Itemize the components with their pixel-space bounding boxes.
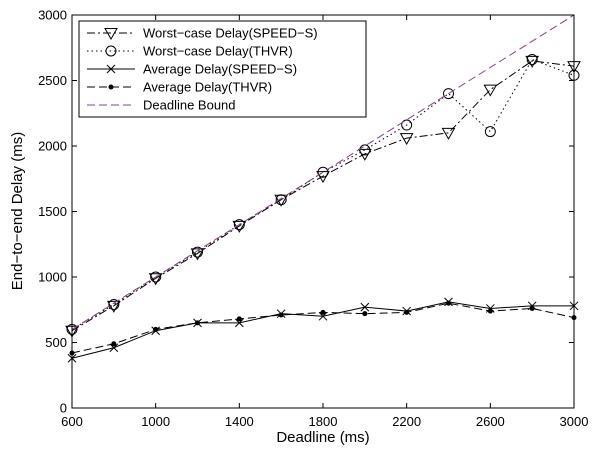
series-4	[71, 14, 575, 330]
data-point	[360, 302, 370, 312]
data-point	[236, 316, 242, 322]
data-point	[529, 305, 535, 311]
legend-item: Average Delay(SPEED−S)	[87, 62, 297, 77]
axis-ticks: 600 1000 1400 1800 2200 2600 3000 0 500 1000 1500 2…	[38, 8, 588, 430]
legend-swatch-marker	[106, 64, 116, 74]
legend-label: Worst−case Delay(SPEED−S)	[143, 26, 318, 41]
x-tick-label: 3000	[560, 414, 589, 429]
series-0	[65, 55, 581, 338]
x-axis-title: Deadline (ms)	[276, 429, 369, 446]
plot-area	[65, 14, 581, 363]
data-point	[108, 299, 120, 311]
data-point	[275, 194, 287, 206]
data-point	[316, 171, 330, 184]
data-point	[234, 318, 244, 328]
legend-swatch-marker	[105, 45, 117, 57]
data-point	[190, 248, 205, 261]
legend: Worst−case Delay(SPEED−S) Worst−case Dela…	[78, 20, 367, 118]
legend-label: Average Delay(SPEED−S)	[143, 62, 297, 77]
x-tick-label: 2200	[392, 414, 421, 429]
y-tick-label: 1500	[38, 204, 67, 219]
data-point	[192, 246, 203, 258]
data-point	[318, 311, 328, 321]
data-point	[111, 341, 117, 347]
data-point	[153, 326, 159, 332]
series-line	[71, 14, 575, 330]
y-tick-label: 0	[60, 401, 67, 416]
data-point	[278, 312, 284, 318]
legend-item: Worst−case Delay(THVR)	[87, 44, 293, 59]
series-line	[71, 60, 575, 332]
legend-item: Average Delay(THVR)	[87, 80, 272, 95]
data-point	[359, 144, 371, 156]
legend-label: Deadline Bound	[143, 98, 236, 113]
data-point	[441, 127, 456, 140]
data-point	[404, 309, 410, 315]
data-point	[233, 219, 245, 231]
y-axis-title: End−to−end Delay (ms)	[9, 132, 26, 290]
data-point	[483, 84, 498, 97]
plot-frame	[71, 14, 575, 409]
series-3	[69, 300, 577, 356]
data-point	[446, 300, 451, 306]
legend-item: Worst−case Delay(SPEED−S)	[87, 26, 318, 41]
data-point	[487, 308, 493, 314]
legend-label: Worst−case Delay(THVR)	[143, 44, 293, 59]
x-tick-label: 1800	[309, 414, 338, 429]
data-point	[320, 309, 326, 315]
legend-swatch-marker	[104, 28, 118, 41]
y-tick-label: 1000	[38, 270, 67, 285]
legend-label: Average Delay(THVR)	[143, 80, 272, 95]
data-point	[357, 148, 372, 161]
x-tick-label: 600	[61, 414, 83, 429]
y-tick-label: 3000	[38, 8, 67, 23]
data-point	[317, 166, 329, 178]
y-tick-label: 500	[45, 335, 67, 350]
legend-swatch-marker	[108, 84, 114, 90]
data-point	[484, 126, 496, 138]
data-point	[399, 133, 414, 146]
data-point	[362, 311, 368, 317]
data-point	[525, 55, 540, 68]
y-tick-label: 2000	[38, 139, 67, 154]
data-point	[195, 320, 200, 326]
x-tick-label: 1000	[141, 414, 170, 429]
series-2	[67, 297, 579, 363]
y-tick-label: 2500	[38, 73, 67, 88]
x-tick-label: 1400	[225, 414, 254, 429]
x-tick-label: 2600	[476, 414, 505, 429]
data-point	[150, 271, 162, 283]
data-point	[443, 88, 454, 100]
data-point	[401, 119, 413, 131]
data-point	[526, 54, 538, 66]
data-point	[109, 343, 119, 353]
legend-item: Deadline Bound	[87, 98, 236, 113]
